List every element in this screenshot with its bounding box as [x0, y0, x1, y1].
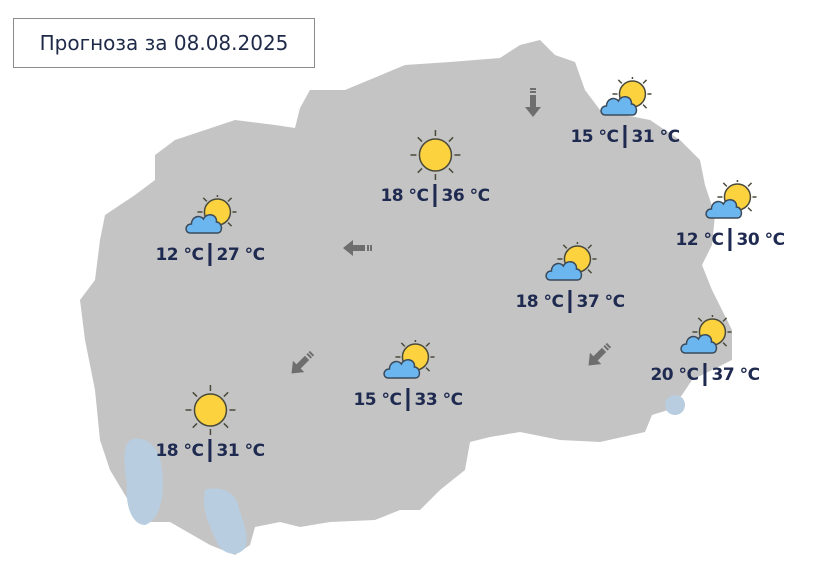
min-temperature: 12 °C — [155, 244, 204, 265]
wind-arrow-icon — [337, 230, 373, 270]
temperature-label: 18 °C 36 °C — [380, 184, 491, 207]
separator — [433, 184, 437, 207]
partly-cloudy-icon — [679, 312, 732, 363]
wind-arrow-icon — [282, 347, 318, 387]
forecast-7: 15 °C 33 °C — [353, 337, 464, 411]
separator — [623, 125, 627, 148]
min-temperature: 15 °C — [353, 389, 402, 410]
forecast-8: 18 °C 31 °C — [155, 385, 266, 462]
max-temperature: 37 °C — [711, 364, 761, 385]
partly-cloudy-icon — [599, 74, 652, 125]
min-temperature: 18 °C — [155, 440, 204, 461]
wind-arrow-icon — [515, 87, 551, 127]
wind-arrow-icon — [579, 339, 615, 379]
separator — [728, 228, 732, 251]
forecast-5: 18 °C 37 °C — [515, 239, 626, 313]
max-temperature: 27 °C — [216, 244, 266, 265]
lake-dojran — [665, 395, 685, 415]
forecast-4: 12 °C 30 °C — [675, 177, 786, 251]
max-temperature: 31 °C — [216, 440, 266, 461]
temperature-label: 18 °C 37 °C — [515, 290, 626, 313]
max-temperature: 36 °C — [441, 185, 491, 206]
partly-cloudy-icon — [382, 337, 435, 388]
separator — [568, 290, 572, 313]
partly-cloudy-icon — [544, 239, 597, 290]
min-temperature: 18 °C — [515, 291, 564, 312]
temperature-label: 12 °C 30 °C — [675, 228, 786, 251]
max-temperature: 37 °C — [576, 291, 626, 312]
temperature-label: 15 °C 33 °C — [353, 388, 464, 411]
forecast-1: 12 °C 27 °C — [155, 192, 266, 266]
forecast-date-title: Прогноза за 08.08.2025 — [13, 18, 315, 68]
min-temperature: 12 °C — [675, 229, 724, 250]
temperature-label: 12 °C 27 °C — [155, 243, 266, 266]
max-temperature: 33 °C — [414, 389, 464, 410]
max-temperature: 31 °C — [631, 126, 681, 147]
min-temperature: 18 °C — [380, 185, 429, 206]
min-temperature: 15 °C — [570, 126, 619, 147]
sun-icon — [410, 130, 460, 184]
separator — [406, 388, 410, 411]
land-area — [80, 40, 732, 555]
max-temperature: 30 °C — [736, 229, 786, 250]
forecast-2: 18 °C 36 °C — [380, 130, 491, 207]
lake-ohrid — [124, 438, 163, 525]
temperature-label: 20 °C 37 °C — [650, 363, 761, 386]
lake-prespa — [203, 488, 247, 554]
separator — [703, 363, 707, 386]
forecast-3: 15 °C 31 °C — [570, 74, 681, 148]
min-temperature: 20 °C — [650, 364, 699, 385]
partly-cloudy-icon — [184, 192, 237, 243]
separator — [208, 439, 212, 462]
partly-cloudy-icon — [704, 177, 757, 228]
sun-icon — [185, 385, 235, 439]
separator — [208, 243, 212, 266]
temperature-label: 15 °C 31 °C — [570, 125, 681, 148]
temperature-label: 18 °C 31 °C — [155, 439, 266, 462]
forecast-6: 20 °C 37 °C — [650, 312, 761, 386]
